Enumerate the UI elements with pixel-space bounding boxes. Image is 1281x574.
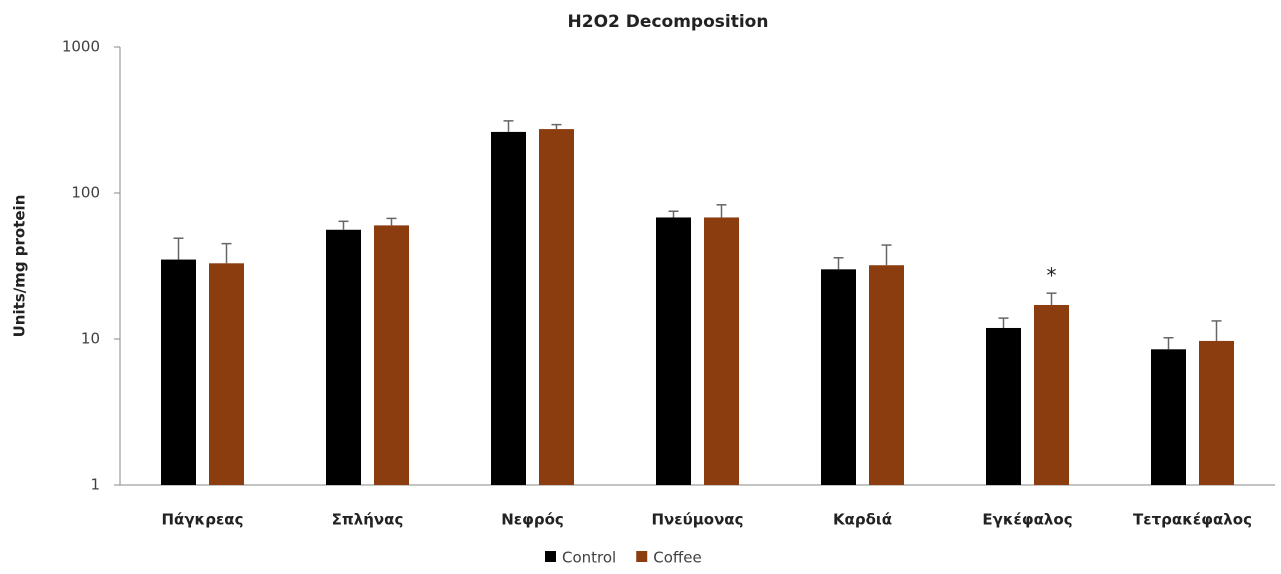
x-tick-label: Πνεύμονας — [651, 511, 743, 529]
bar — [1034, 304, 1069, 485]
bar — [869, 265, 904, 485]
bar — [821, 269, 856, 485]
x-tick-label: Νεφρός — [501, 511, 564, 529]
bar — [656, 217, 691, 485]
bar — [704, 217, 739, 485]
y-tick-label: 1 — [90, 476, 100, 494]
bar — [1151, 349, 1186, 485]
y-tick-label: 1000 — [62, 38, 100, 56]
bar — [539, 129, 574, 485]
x-tick-label: Εγκέφαλος — [982, 511, 1072, 529]
legend-label: Control — [562, 549, 616, 567]
legend-label: Coffee — [653, 549, 701, 567]
y-axis-label: Units/mg protein — [11, 195, 29, 338]
bar — [209, 263, 244, 485]
y-tick-label: 100 — [71, 184, 100, 202]
chart-title: H2O2 Decomposition — [568, 12, 769, 32]
bar — [491, 131, 526, 485]
x-tick-label: Καρδιά — [833, 511, 892, 529]
x-tick-label: Πάγκρεας — [161, 511, 243, 529]
bar — [161, 259, 196, 485]
bar — [986, 327, 1021, 485]
x-tick-label: Τετρακέφαλος — [1133, 511, 1252, 529]
annotation: * — [1047, 264, 1057, 288]
x-tick-label: Σπλήνας — [332, 511, 404, 529]
y-tick-label: 10 — [81, 330, 100, 348]
legend-swatch — [545, 551, 556, 562]
bar — [1199, 340, 1234, 485]
bar — [374, 225, 409, 485]
bar — [326, 229, 361, 485]
legend-swatch — [636, 551, 648, 562]
